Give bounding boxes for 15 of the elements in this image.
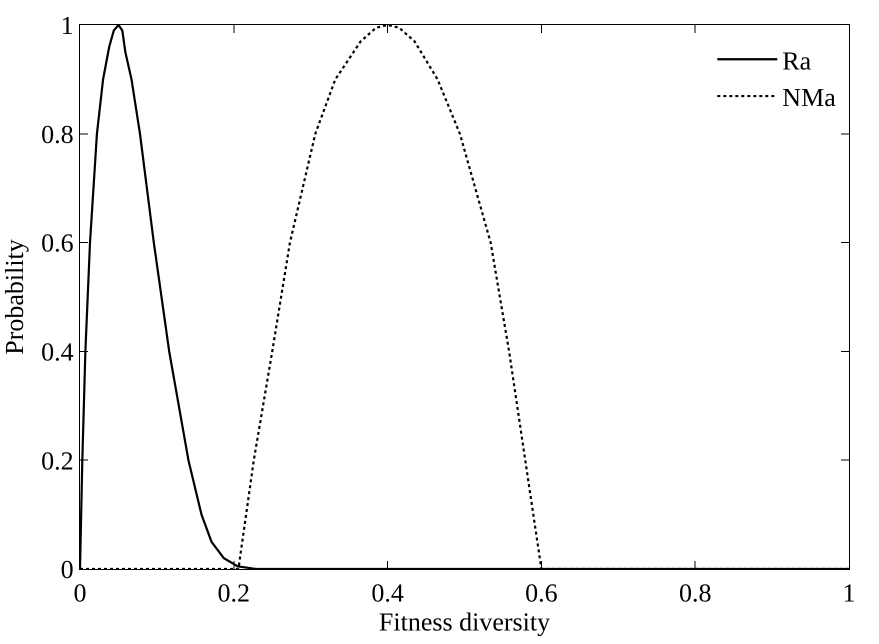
- x-tick-label: 0.6: [525, 578, 558, 608]
- x-tick-label: 1: [842, 578, 856, 608]
- y-tick-label: 0.6: [41, 228, 74, 258]
- legend-label: Ra: [782, 46, 812, 76]
- x-tick-label: 0.4: [371, 578, 404, 608]
- y-tick-label: 1: [60, 11, 74, 40]
- x-tick-label: 0.8: [678, 578, 712, 608]
- x-tick-label: 0.2: [218, 578, 250, 608]
- legend-label: NMa: [782, 83, 836, 112]
- y-tick-label: 0.4: [41, 338, 74, 366]
- y-tick-label: 0.2: [41, 446, 74, 476]
- y-tick-label: 0: [60, 555, 74, 584]
- y-tick-label: 0.8: [41, 120, 74, 149]
- x-axis-title: Fitness diversity: [378, 607, 550, 636]
- y-axis-title: Probability: [0, 239, 29, 355]
